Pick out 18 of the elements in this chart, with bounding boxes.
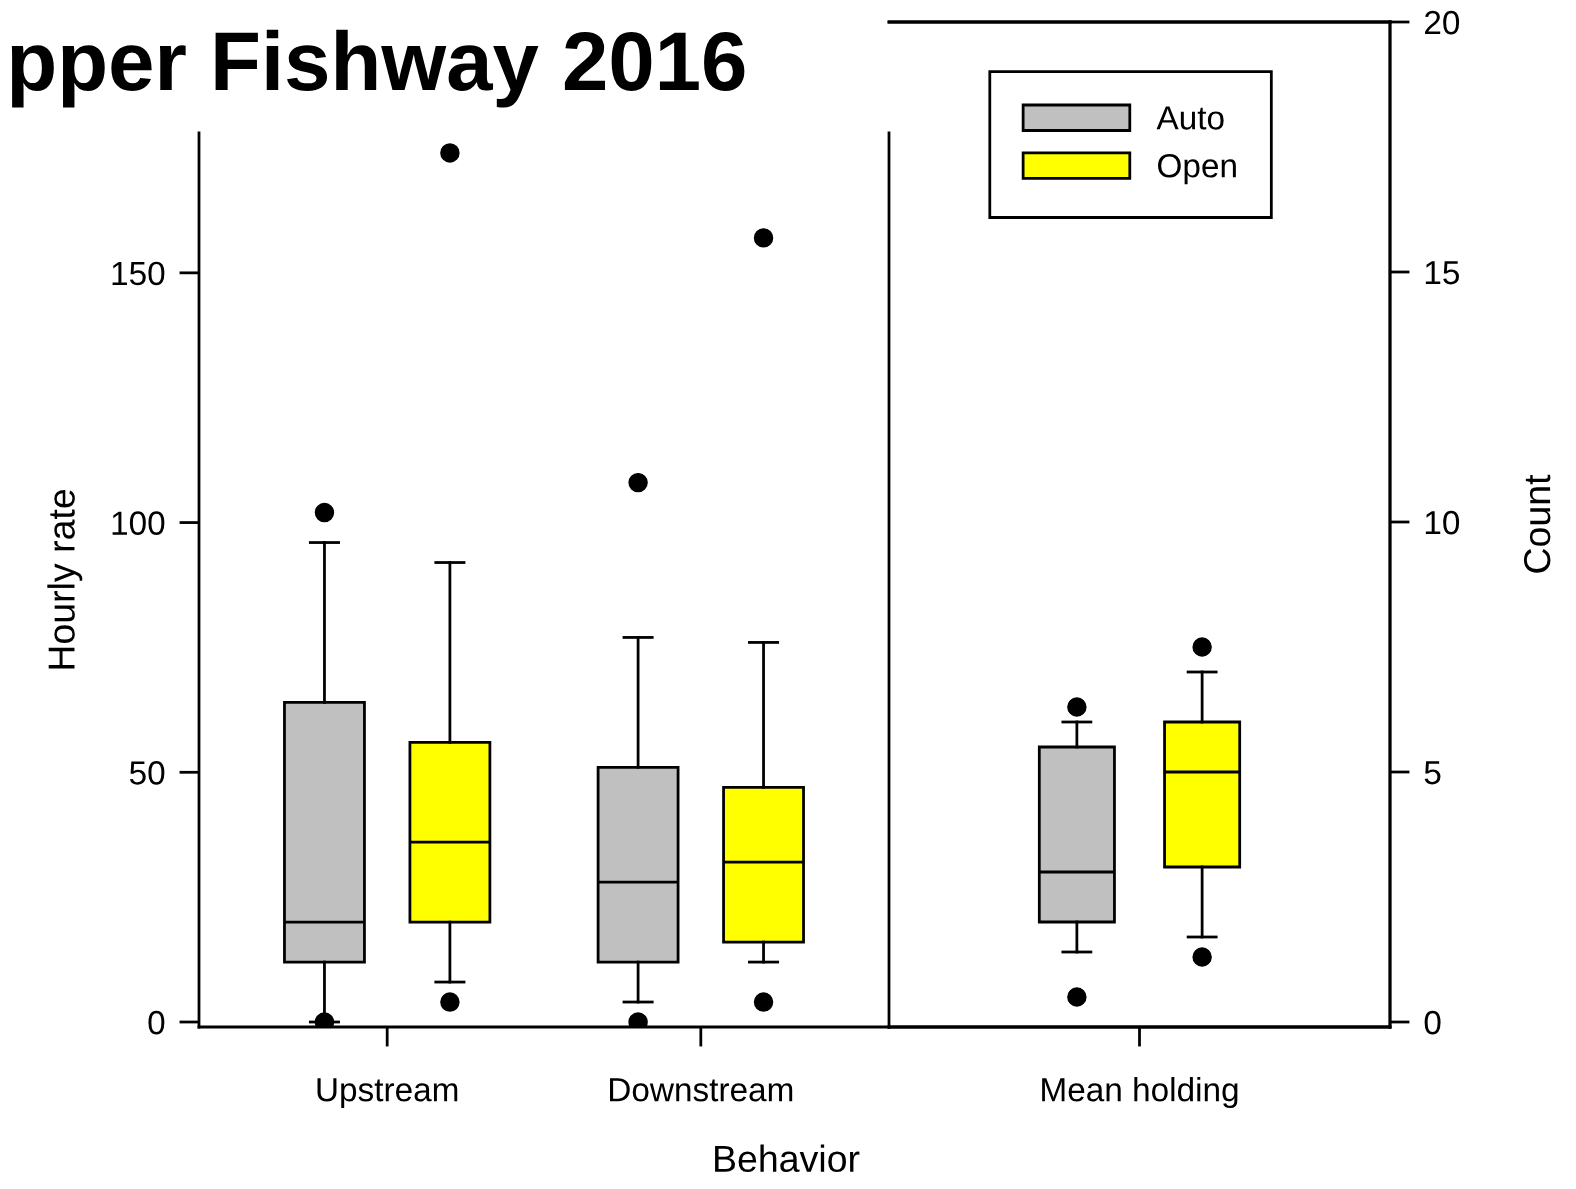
y-tick-label: 50 bbox=[129, 761, 165, 785]
y2-tick-label: 15 bbox=[1425, 261, 1460, 285]
y2-tick-label: 10 bbox=[1425, 510, 1460, 535]
x-tick-label: Mean holding bbox=[1042, 1077, 1238, 1109]
y-tick-label: 0 bbox=[148, 1010, 165, 1035]
y2-tick-label: 20 bbox=[1425, 10, 1460, 35]
y2-axis-title: Count bbox=[1523, 474, 1551, 573]
chart-title: pper Fishway 2016 bbox=[11, 29, 745, 108]
y2-tick-label: 5 bbox=[1424, 761, 1441, 785]
y-tick-label: 150 bbox=[112, 261, 165, 286]
y-axis-title: Hourly rate bbox=[47, 489, 83, 669]
legend-label: Auto bbox=[1156, 106, 1224, 130]
x-tick-label: Upstream bbox=[317, 1078, 458, 1109]
x-tick-label: Downstream bbox=[610, 1078, 793, 1102]
legend-label: Open bbox=[1158, 153, 1236, 185]
x-axis-title: Behavior bbox=[715, 1144, 860, 1173]
y2-tick-label: 0 bbox=[1424, 1010, 1441, 1035]
y-tick-label: 100 bbox=[112, 511, 165, 535]
